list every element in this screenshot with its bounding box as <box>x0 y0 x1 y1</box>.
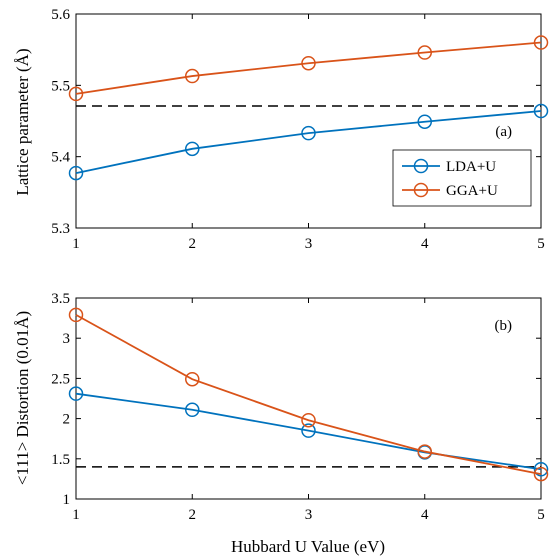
panel-b-point-lda-u <box>185 402 200 418</box>
panel-b-point-lda-u <box>301 423 316 438</box>
panel-b-axes: 1 2 3 4 5 1 1.5 2 2.5 3 3.5 <box>51 291 545 523</box>
panel-b-y-axis-label: <111> Distortion (0.01Å) <box>13 311 32 485</box>
panel-a-point-gga-u <box>301 55 316 71</box>
panel-b-x-tick-label: 1 <box>72 507 80 523</box>
panel-b-y-tick-label: 1.5 <box>51 452 70 468</box>
panel-b-y-tick-label: 3 <box>63 331 71 347</box>
panel-b-y-tick-label: 2 <box>63 412 71 428</box>
panel-a-point-lda-u <box>417 114 432 129</box>
legend-label-gga: GGA+U <box>446 183 498 199</box>
panel-b-point-gga-u <box>301 412 316 428</box>
panel-a-label: (a) <box>495 124 512 140</box>
panel-b-point-gga-u <box>417 444 432 459</box>
legend-marker-gga <box>413 182 429 198</box>
panel-a-point-lda-u <box>301 125 316 141</box>
panel-a-point-gga-u <box>417 45 432 60</box>
panel-b-x-tick-label: 3 <box>305 507 313 523</box>
panel-b-y-tick-label: 1 <box>63 492 71 508</box>
legend-box <box>392 149 532 207</box>
panel-b-series-line-lda-u <box>75 392 542 471</box>
panel-a-x-tick-label: 5 <box>537 236 545 252</box>
panel-a-x-tick-label: 2 <box>189 236 197 252</box>
panel-a-x-tick-label: 4 <box>421 236 429 252</box>
panel-a-y-tick-label: 5.3 <box>51 221 70 237</box>
panel-a-y-axis-label: Lattice parameter (Å) <box>13 48 32 195</box>
panel-a-point-gga-u <box>533 35 549 50</box>
panel-b-x-tick-label: 2 <box>189 507 197 523</box>
panel-b-plot-frame <box>75 297 542 500</box>
panel-a-point-gga-u <box>68 86 84 102</box>
panel-b-x-tick-label: 5 <box>537 507 545 523</box>
panel-a-x-tick-label: 1 <box>72 236 80 252</box>
panel-a-series-line-gga-u <box>75 41 542 95</box>
panel-b-x-axis-label: Hubbard U Value (eV) <box>231 537 385 556</box>
panel-a-series-line-lda-u <box>75 110 542 174</box>
panel-a-point-lda-u <box>185 141 200 157</box>
panel-a-x-tick-label: 3 <box>305 236 313 252</box>
panel-a-y-tick-label: 5.4 <box>51 150 70 166</box>
panel-b-point-gga-u <box>185 371 200 387</box>
panel-a-y-tick-label: 5.5 <box>51 78 70 94</box>
panel-b-point-lda-u <box>68 386 84 401</box>
panel-b-label: (b) <box>495 318 513 334</box>
panel-b-series-line-gga-u <box>75 314 542 475</box>
panel-b-point-gga-u <box>68 307 84 323</box>
panel-b-distortion: 1 2 3 4 5 1 1.5 2 2.5 3 3.5 <111> Distortion (0.01… <box>13 291 549 556</box>
panel-b-x-tick-label: 4 <box>421 507 429 523</box>
legend-marker-lda <box>413 158 429 174</box>
panel-b-point-gga-u <box>533 466 549 482</box>
panel-a-point-lda-u <box>68 165 84 181</box>
panel-b-y-tick-label: 2.5 <box>51 371 70 387</box>
panel-a-point-gga-u <box>185 68 200 84</box>
panel-b-y-tick-label: 3.5 <box>51 291 70 307</box>
panel-a-lattice-parameter: 1 2 3 4 55.35.45.55.6 Lattice parameter (Å) … <box>13 7 549 252</box>
panel-a-y-tick-label: 5.6 <box>51 7 70 23</box>
panel-b-point-lda-u <box>533 462 549 477</box>
legend: LDA+U GGA+U <box>392 149 532 207</box>
panel-a-axes: 1 2 3 4 5 5.3 5.4 5.5 5.6 <box>51 7 545 252</box>
legend-label-lda: LDA+U <box>446 159 496 175</box>
panel-a-point-lda-u <box>533 103 549 119</box>
